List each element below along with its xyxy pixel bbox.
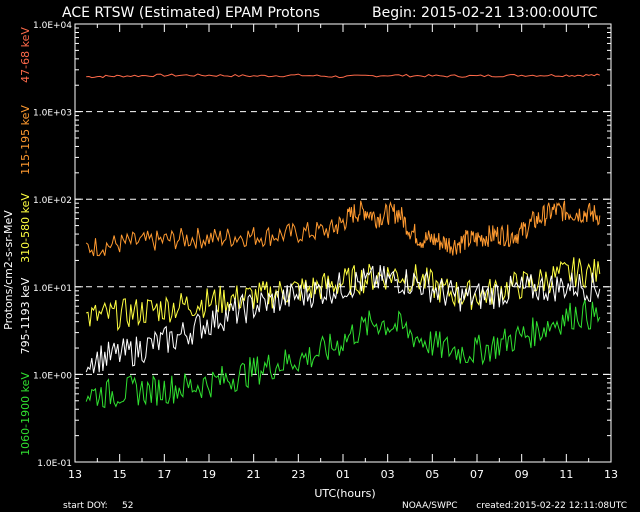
created-text: created:2015-02-22 12:11:08UTC [476, 501, 627, 511]
x-tick-label: 17 [157, 468, 171, 481]
x-tick-label: 13 [68, 468, 82, 481]
chart-title: ACE RTSW (Estimated) EPAM Protons [62, 5, 320, 21]
y-tick-label: 1.0E+03 [33, 109, 72, 119]
start-doy-label: start DOY: [63, 501, 108, 511]
y-tick-label: 1.0E+02 [33, 196, 72, 206]
x-tick-label: 07 [470, 468, 484, 481]
x-tick-label: 21 [247, 468, 261, 481]
y-tick-label: 1.0E+01 [33, 284, 72, 294]
x-tick-label: 03 [381, 468, 395, 481]
y-tick-label: 1.0E+04 [33, 21, 72, 31]
axes: 1.0E-01 1.0E+00 1.0E+01 1.0E+02 1.0E+03 1.0E+… [33, 21, 618, 481]
x-tick-label: 01 [336, 468, 350, 481]
grid-lines [75, 111, 611, 375]
x-tick-label: 05 [425, 468, 439, 481]
credit-text: NOAA/SWPC [402, 501, 458, 511]
series-label: 47-68 keV [19, 27, 32, 83]
series-line [85, 264, 601, 374]
start-doy-value: 52 [122, 501, 133, 511]
y-axis-label: Protons/cm2-s-sr-MeV [2, 210, 15, 330]
x-axis-label: UTC(hours) [314, 487, 375, 500]
series-line [86, 73, 600, 79]
series-line [85, 299, 601, 409]
x-tick-label: 13 [604, 468, 618, 481]
series-label: 115-195 keV [19, 105, 32, 175]
x-tick-label: 11 [559, 468, 573, 481]
series-labels: 47-68 keV 115-195 keV 310-580 keV 795-1193 … [19, 27, 32, 456]
series-label: 795-1193 keV [19, 277, 32, 354]
x-tick-label: 09 [515, 468, 529, 481]
series-label: 1060-1900 keV [19, 372, 32, 456]
y-tick-label: 1.0E+00 [33, 371, 72, 381]
series-group [85, 73, 601, 409]
begin-time: Begin: 2015-02-21 13:00:00UTC [372, 5, 598, 21]
x-tick-label: 19 [202, 468, 216, 481]
series-label: 310-580 keV [19, 193, 32, 263]
series-line [86, 257, 601, 332]
series-line [85, 200, 601, 257]
y-tick-label: 1.0E-01 [37, 459, 72, 469]
x-tick-label: 23 [291, 468, 305, 481]
x-tick-label: 15 [113, 468, 127, 481]
